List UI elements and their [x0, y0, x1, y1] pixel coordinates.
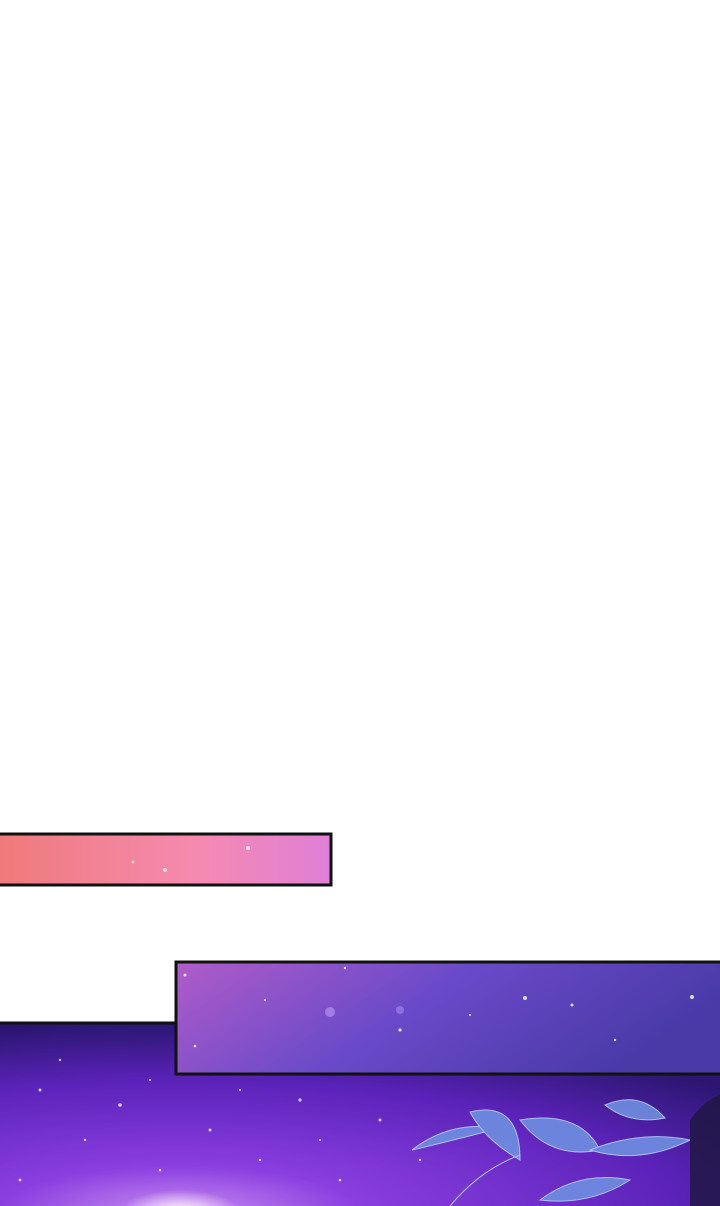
panel-purple [174, 960, 720, 1076]
panel-pink [0, 832, 333, 887]
